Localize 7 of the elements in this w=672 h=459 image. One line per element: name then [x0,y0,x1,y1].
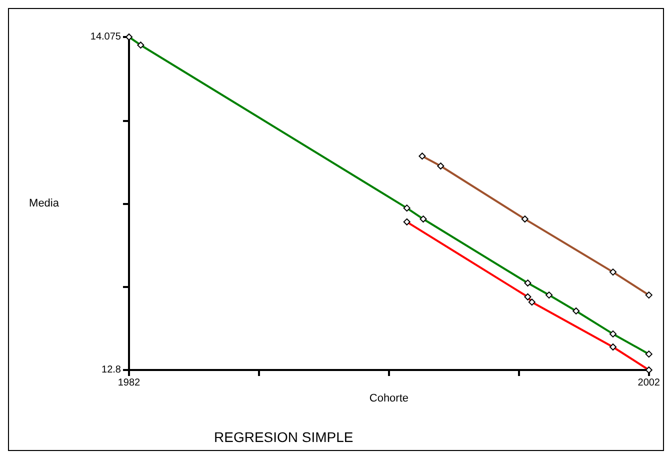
y-axis-title: Media [29,198,60,210]
x-axis-title: Cohorte [369,392,409,404]
x-tick-label: 1982 [118,378,141,388]
y-tick-label: 14.075 [90,32,122,42]
x-tick-label: 2002 [638,378,660,388]
text: REGRESION SIMPLE [214,429,354,445]
y-tick-label: 12.8 [102,364,122,376]
